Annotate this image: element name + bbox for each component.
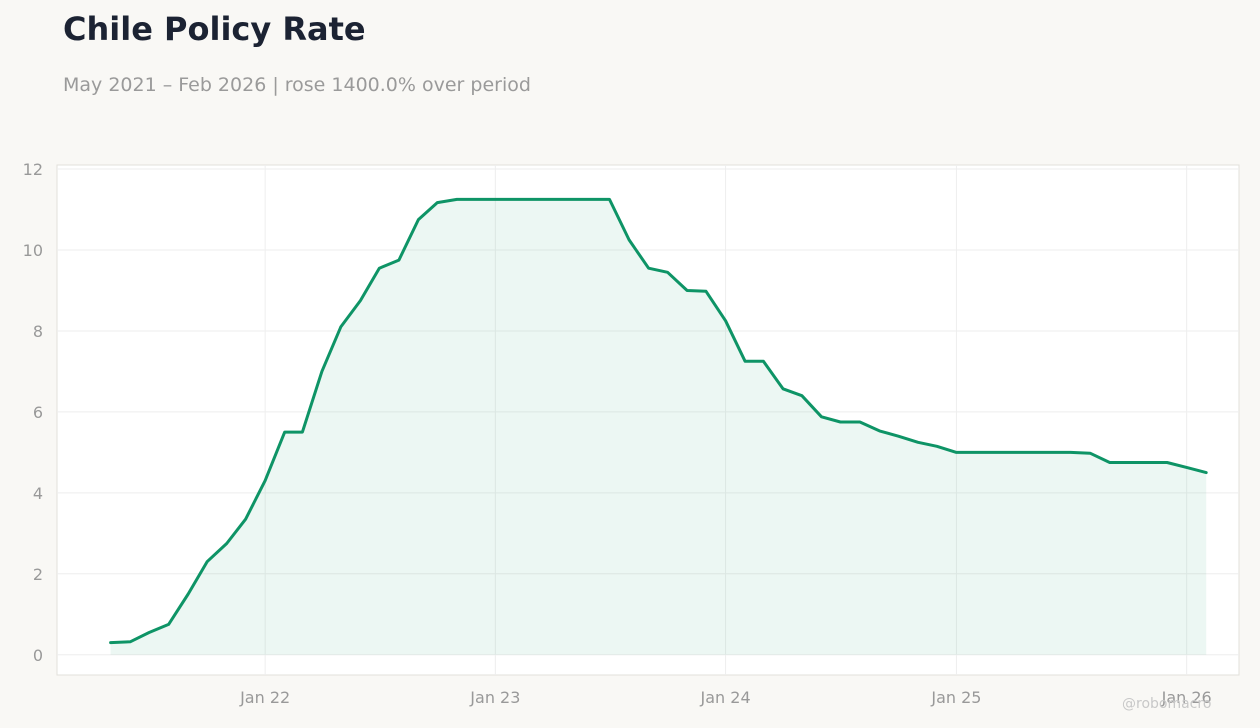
x-tick-label: Jan 26 <box>1161 688 1212 707</box>
area-fill <box>110 199 1207 655</box>
chart-subtitle: May 2021 – Feb 2026 | rose 1400.0% over … <box>63 74 531 96</box>
y-tick-label: 4 <box>33 484 43 503</box>
y-tick-label: 10 <box>23 241 43 260</box>
y-tick-label: 8 <box>33 322 43 341</box>
line-layer <box>109 197 1208 645</box>
x-tick-label: Jan 24 <box>700 688 751 707</box>
chart-title: Chile Policy Rate <box>63 10 366 48</box>
y-axis: 0 2 4 6 8 10 12 <box>23 160 43 665</box>
y-tick-label: 6 <box>33 403 43 422</box>
series-line <box>109 197 1208 645</box>
x-tick-label: Jan 23 <box>469 688 520 707</box>
y-tick-label: 0 <box>33 646 43 665</box>
x-axis: Jan 22 Jan 23 Jan 24 Jan 25 Jan 26 <box>239 688 1212 707</box>
x-tick-label: Jan 25 <box>930 688 981 707</box>
y-tick-label: 12 <box>23 160 43 179</box>
y-tick-label: 2 <box>33 565 43 584</box>
area-layer <box>110 199 1207 655</box>
x-tick-label: Jan 22 <box>239 688 290 707</box>
grid-lines <box>57 165 1239 675</box>
watermark-text: @robomacro <box>1122 696 1212 712</box>
